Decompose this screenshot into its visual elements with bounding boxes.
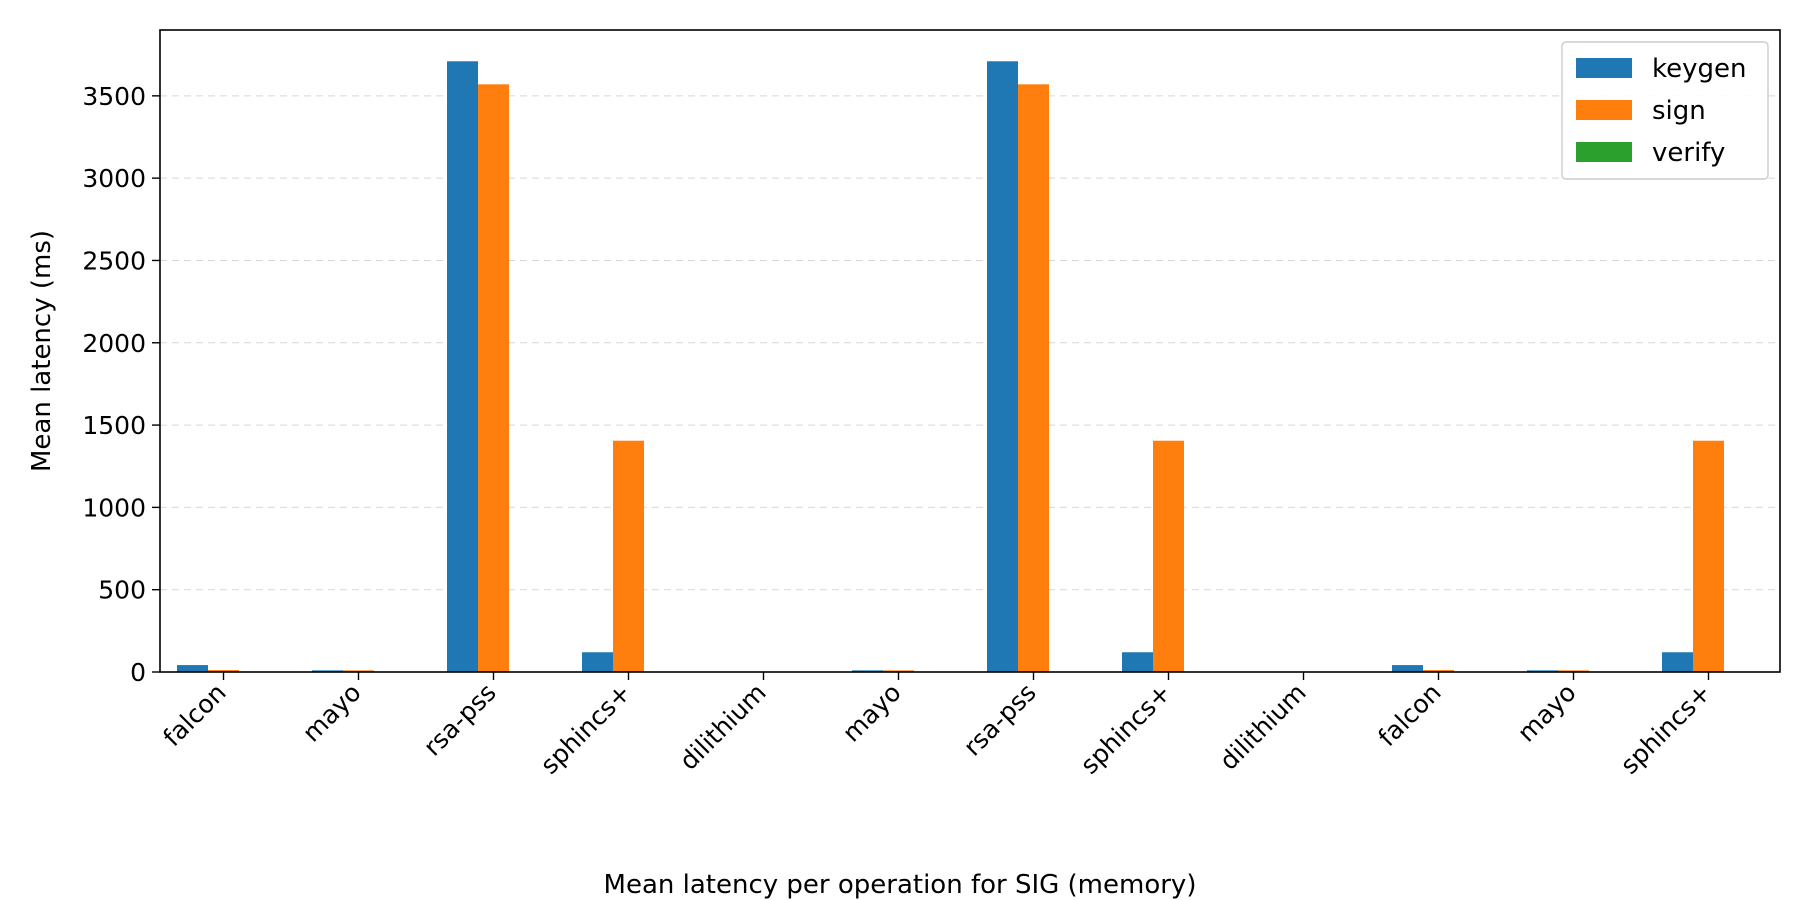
x-axis-label: Mean latency per operation for SIG (memo… [604,870,1197,900]
legend-label-verify: verify [1652,138,1725,168]
bar-keygen [1392,665,1423,672]
bar-keygen [1122,652,1153,672]
bar-keygen [1527,670,1558,672]
x-tick-label: rsa-pss [958,678,1042,762]
y-axis: 0 500 1000 1500 2000 2500 3000 3500 [82,82,160,687]
bar-sign [883,670,914,672]
x-tick-label: sphincs+ [535,678,637,780]
bar-keygen [582,652,613,672]
legend-swatch-keygen [1576,58,1632,78]
y-tick-label: 0 [130,658,146,687]
legend: keygen sign verify [1561,41,1769,180]
bar-keygen [177,665,208,672]
y-tick-label: 1000 [82,493,146,522]
bar-sign [343,670,374,672]
bar-keygen [312,670,343,672]
x-tick-label: sphincs+ [1615,678,1717,780]
x-tick-label: dilithium [1214,678,1312,776]
bar-keygen [987,61,1018,673]
bars [177,61,1755,673]
y-tick-label: 500 [98,576,146,605]
bar-sign [1018,84,1049,673]
x-tick-label: falcon [1373,678,1447,752]
bar-sign [1558,670,1589,672]
bar-sign [478,84,509,673]
y-tick-label: 3000 [82,164,146,193]
plot-frame [159,29,1781,673]
x-tick-label: dilithium [674,678,772,776]
bar-sign [208,670,239,672]
x-tick-label: sphincs+ [1075,678,1177,780]
bar-sign [1153,440,1184,672]
x-tick-label: mayo [837,678,907,748]
y-tick-label: 2500 [82,246,146,275]
legend-swatch-verify [1576,142,1632,162]
x-tick-label: mayo [1512,678,1582,748]
y-tick-label: 1500 [82,411,146,440]
bar-keygen [852,670,883,672]
x-tick-label: mayo [297,678,367,748]
legend-label-sign: sign [1652,96,1706,126]
bar-sign [1693,440,1724,672]
bar-keygen [1662,652,1693,672]
x-axis: falcon mayo rsa-pss sphincs+ dilithium mayo rs… [158,672,1717,780]
bar-sign [1423,670,1454,672]
legend-label-keygen: keygen [1652,54,1747,84]
bar-keygen [447,61,478,673]
x-tick-label: falcon [158,678,232,752]
x-tick-label: rsa-pss [418,678,502,762]
y-tick-label: 2000 [82,329,146,358]
gridlines [160,95,1780,591]
legend-swatch-sign [1576,100,1632,120]
y-tick-label: 3500 [82,82,146,111]
bar-sign [613,440,644,672]
y-axis-label: Mean latency (ms) [27,230,57,472]
